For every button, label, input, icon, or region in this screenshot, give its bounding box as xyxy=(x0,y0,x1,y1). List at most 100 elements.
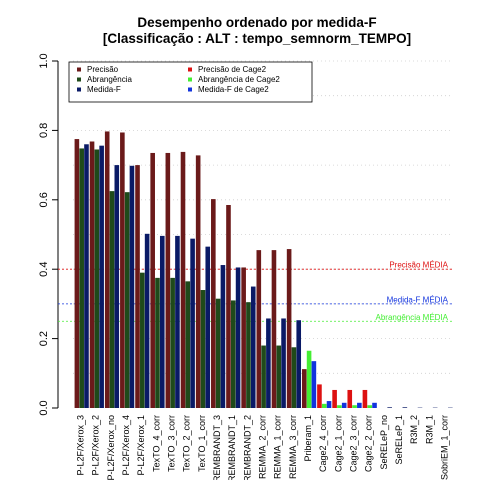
category-labels: P-L2F/Xerox_3 P-L2F/Xerox_2 P-L2F/Xerox_no… xyxy=(76,415,450,480)
category-label: Cage2_2_corr xyxy=(364,415,374,472)
plot-area: 0.0 0.2 0.4 0.6 0.8 1.0 Precisão MÉDIA Medida-… xyxy=(38,53,453,480)
bar-1 xyxy=(215,298,221,408)
bar-2 xyxy=(144,233,150,408)
legend-label: Precisão xyxy=(87,65,119,74)
bar-1 xyxy=(200,290,206,408)
category-label: SobriEM_1_corr xyxy=(439,415,449,480)
bar-0 xyxy=(150,152,155,408)
bar-cage2-2 xyxy=(357,402,362,408)
bar-2 xyxy=(190,238,195,408)
category-label: TexTO_1_corr xyxy=(197,415,207,472)
legend-swatch xyxy=(77,87,81,92)
legend-swatch xyxy=(188,87,192,92)
bar-0 xyxy=(104,131,110,409)
bar-cage2-2 xyxy=(341,402,347,408)
bar-2 xyxy=(387,407,392,408)
bar-2 xyxy=(84,144,89,408)
bar-0 xyxy=(180,151,186,408)
bar-0 xyxy=(165,152,171,408)
bar-1 xyxy=(170,277,175,408)
category-label: TexTO_4_corr xyxy=(151,415,161,472)
chart-title: Desempenho ordenado por medida-F xyxy=(137,15,376,30)
category-label: SeRELeP_1 xyxy=(394,415,404,465)
bar-2 xyxy=(402,407,408,408)
bar-1 xyxy=(109,191,115,408)
category-label: R3M_1 xyxy=(424,415,434,444)
bar-1 xyxy=(261,345,266,408)
category-label: P-L2F/Xerox_3 xyxy=(76,415,86,476)
bar-0 xyxy=(241,267,246,408)
bar-cage2-1 xyxy=(367,405,373,408)
category-label: P-L2F/Xerox_1 xyxy=(136,415,146,476)
category-label: Cage2_1_corr xyxy=(333,415,343,472)
y-tick-label: 0.0 xyxy=(38,400,50,415)
y-tick-label: 1.0 xyxy=(38,53,50,68)
category-label: Cage2_4_corr xyxy=(318,415,328,472)
legend-label: Medida-F xyxy=(87,85,121,94)
bar-1 xyxy=(185,281,191,408)
reference-line-label: Medida-F MÉDIA xyxy=(387,295,449,304)
legend-label: Abrangência de Cage2 xyxy=(198,75,280,84)
bar-cage2-2 xyxy=(326,401,332,408)
bar-2 xyxy=(159,235,165,408)
bar-0 xyxy=(256,250,262,408)
category-label: TexTO_3_corr xyxy=(167,415,177,472)
y-tick-label: 0.4 xyxy=(38,262,50,277)
bar-2 xyxy=(235,267,241,408)
category-label: R3M_2 xyxy=(409,415,419,444)
bar-0 xyxy=(271,250,277,408)
chart-subtitle: [Classificação : ALT : tempo_semnorm_TEM… xyxy=(103,31,411,46)
bar-1 xyxy=(276,345,282,408)
bar-2 xyxy=(250,286,256,408)
reference-line-label: Abrangência MÉDIA xyxy=(376,313,449,322)
bar-cage2-0 xyxy=(332,389,337,408)
bar-1 xyxy=(291,347,297,408)
bar-cage2-0 xyxy=(362,389,368,408)
bar-0 xyxy=(89,141,95,408)
category-label: Priberam_1 xyxy=(303,415,313,462)
bar-2 xyxy=(281,318,286,408)
category-label: REMBRANDT_3 xyxy=(212,415,222,480)
legend-swatch xyxy=(77,67,81,72)
bar-cage2-1 xyxy=(321,403,327,408)
y-tick-label: 0.6 xyxy=(38,192,50,207)
bar-0 xyxy=(120,132,125,408)
category-label: REMMA_3_corr xyxy=(288,415,298,479)
legend-label: Abrangência xyxy=(87,75,132,84)
legend-swatch xyxy=(77,77,81,82)
y-ticks: 0.0 0.2 0.4 0.6 0.8 1.0 xyxy=(38,53,58,416)
category-label: P-L2F/Xerox_2 xyxy=(91,415,101,476)
category-label: REMMA_2_corr xyxy=(258,415,268,479)
bar-cage2-1 xyxy=(337,405,342,408)
bar-2 xyxy=(99,145,104,408)
bar-2 xyxy=(296,320,302,408)
legend-label: Precisão de Cage2 xyxy=(198,65,267,74)
bar-1 xyxy=(230,300,236,408)
legend-label: Medida-F de Cage2 xyxy=(198,85,269,94)
category-label: P-L2F/Xerox_no xyxy=(106,415,116,480)
legend-swatch xyxy=(188,77,192,82)
bar-1 xyxy=(79,148,84,408)
category-label: SeRELeP_no xyxy=(379,415,389,470)
category-label: REMBRANDT_1 xyxy=(227,415,237,480)
bar-1 xyxy=(140,272,145,408)
bar-0 xyxy=(211,199,216,408)
bar-0 xyxy=(135,165,140,408)
y-tick-label: 0.2 xyxy=(38,331,50,346)
reference-line-label: Precisão MÉDIA xyxy=(389,261,448,270)
bar-cage2-1 xyxy=(352,405,357,408)
bars xyxy=(74,131,453,409)
bar-0 xyxy=(195,155,201,408)
bar-0 xyxy=(286,249,292,408)
bar-1 xyxy=(246,302,251,408)
bar-cage2-0 xyxy=(347,389,353,408)
y-tick-label: 0.8 xyxy=(38,123,50,138)
bar-2 xyxy=(175,235,180,408)
bar-1 xyxy=(94,149,100,409)
bar-2 xyxy=(205,246,211,408)
bar-2 xyxy=(220,265,226,408)
category-label: Cage2_3_corr xyxy=(348,415,358,472)
legend-swatch xyxy=(188,67,192,72)
